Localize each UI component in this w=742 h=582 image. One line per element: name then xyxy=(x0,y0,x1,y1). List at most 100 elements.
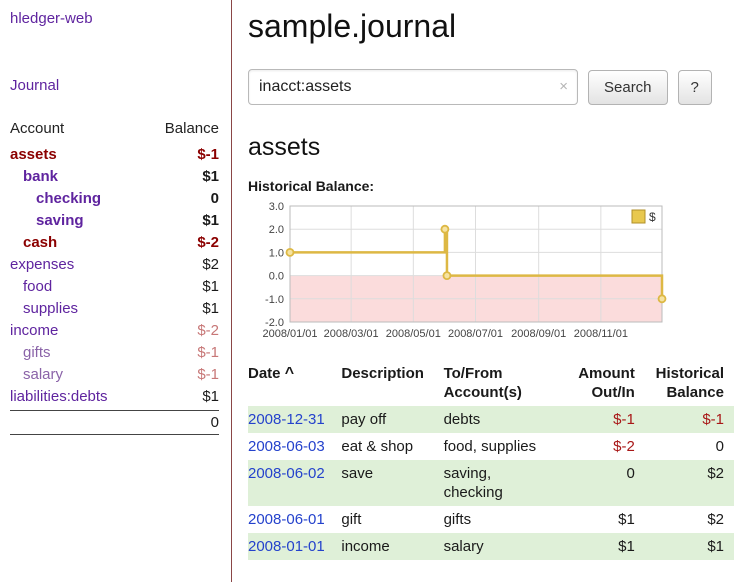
transaction-balance: $2 xyxy=(707,511,724,528)
accounts-col-balance: Balance xyxy=(164,120,219,137)
clear-search-icon[interactable]: × xyxy=(559,78,568,95)
chart-title: Historical Balance: xyxy=(248,178,375,194)
register-header-balance: Historical Balance xyxy=(655,365,724,401)
transaction-date-link[interactable]: 2008-06-03 xyxy=(248,438,325,455)
svg-text:2008/07/01: 2008/07/01 xyxy=(448,328,503,340)
account-balance: $-2 xyxy=(197,321,219,339)
svg-text:$: $ xyxy=(649,210,656,224)
transaction-date-cell: 2008-06-02 xyxy=(248,460,341,506)
transaction-amount: $1 xyxy=(618,511,635,528)
accounts-total-row: 0 xyxy=(10,410,219,435)
svg-text:3.0: 3.0 xyxy=(269,201,284,213)
account-link[interactable]: saving xyxy=(36,211,84,229)
accounts-list: assets $-1 bank $1 checking 0 saving $1 … xyxy=(10,143,219,407)
account-row-saving: saving $1 xyxy=(10,209,219,231)
register-row: 2008-01-01 income salary $1 $1 xyxy=(248,533,734,560)
svg-text:2008/01/01: 2008/01/01 xyxy=(262,328,317,340)
account-row-cash: cash $-2 xyxy=(10,231,219,253)
transaction-amount: 0 xyxy=(626,465,635,482)
transaction-accounts: debts xyxy=(443,411,481,428)
transaction-date-link[interactable]: 2008-01-01 xyxy=(248,538,325,555)
svg-text:2008/05/01: 2008/05/01 xyxy=(386,328,441,340)
register-row: 2008-12-31 pay off debts $-1 $-1 xyxy=(248,406,734,433)
account-row-bank: bank $1 xyxy=(10,165,219,187)
transaction-date-link[interactable]: 2008-12-31 xyxy=(248,411,325,428)
register-header-amount: Amount Out/In xyxy=(578,365,635,401)
svg-text:2008/09/01: 2008/09/01 xyxy=(511,328,566,340)
transaction-description: income xyxy=(341,538,390,555)
account-balance: $-1 xyxy=(197,365,219,383)
transaction-description: pay off xyxy=(341,411,387,428)
account-row-liabilities-debts: liabilities:debts $1 xyxy=(10,385,219,407)
transaction-accounts: salary xyxy=(443,538,484,555)
sidebar: hledger-web Journal Account Balance asse… xyxy=(0,0,232,582)
transaction-date-cell: 2008-01-01 xyxy=(248,533,341,560)
transaction-balance: 0 xyxy=(715,438,724,455)
sort-ascending-icon[interactable]: ^ xyxy=(284,365,295,382)
transaction-balance: $2 xyxy=(707,465,724,482)
search-button[interactable]: Search xyxy=(588,69,668,105)
date-header-label: Date xyxy=(248,365,281,382)
transaction-description: save xyxy=(341,465,374,482)
account-balance: $1 xyxy=(202,167,219,185)
svg-text:2008/11/01: 2008/11/01 xyxy=(574,328,628,340)
sidebar-item-journal[interactable]: Journal xyxy=(10,77,60,94)
svg-text:-2.0: -2.0 xyxy=(265,317,284,329)
account-link[interactable]: gifts xyxy=(23,343,51,361)
transaction-amount: $1 xyxy=(618,538,635,555)
account-link[interactable]: income xyxy=(10,321,59,339)
page-title: sample.journal xyxy=(248,8,457,44)
account-link[interactable]: bank xyxy=(23,167,59,185)
register-header-accounts: To/From Account(s) xyxy=(443,365,522,401)
account-link[interactable]: assets xyxy=(10,145,57,163)
account-link[interactable]: supplies xyxy=(23,299,79,317)
transaction-accounts: saving, checking xyxy=(443,465,503,501)
transaction-amount: $-1 xyxy=(613,411,635,428)
account-balance: $1 xyxy=(202,211,219,229)
account-link[interactable]: salary xyxy=(23,365,64,383)
main-content: sample.journal × Search ? assets Histori… xyxy=(232,0,742,582)
account-link[interactable]: checking xyxy=(36,189,102,207)
transaction-date-link[interactable]: 2008-06-01 xyxy=(248,511,325,528)
account-row-assets: assets $-1 xyxy=(10,143,219,165)
account-link[interactable]: food xyxy=(23,277,53,295)
account-balance: $-1 xyxy=(197,343,219,361)
transaction-balance: $-1 xyxy=(702,411,724,428)
svg-text:1.0: 1.0 xyxy=(269,247,284,259)
search-bar: × Search ? xyxy=(248,69,734,105)
svg-text:0.0: 0.0 xyxy=(269,271,284,283)
account-balance: $1 xyxy=(202,299,219,317)
svg-text:-1.0: -1.0 xyxy=(265,294,284,306)
register-header-description: Description xyxy=(341,365,424,382)
transaction-date-link[interactable]: 2008-06-02 xyxy=(248,465,325,482)
accounts-table-header: Account Balance xyxy=(10,118,219,143)
account-balance: $2 xyxy=(202,255,219,273)
svg-text:2.0: 2.0 xyxy=(269,224,284,236)
account-row-income: income $-2 xyxy=(10,319,219,341)
register-row: 2008-06-02 save saving, checking 0 $2 xyxy=(248,460,734,506)
search-input[interactable] xyxy=(248,69,578,105)
register-table: Date ^ Description To/From Account(s) Am… xyxy=(248,360,734,560)
register-row: 2008-06-01 gift gifts $1 $2 xyxy=(248,506,734,533)
transaction-date-cell: 2008-06-01 xyxy=(248,506,341,533)
account-link[interactable]: cash xyxy=(23,233,58,251)
account-link[interactable]: liabilities:debts xyxy=(10,387,108,405)
svg-text:2008/03/01: 2008/03/01 xyxy=(324,328,379,340)
account-heading: assets xyxy=(248,133,321,161)
brand-link[interactable]: hledger-web xyxy=(10,10,93,27)
register-header-date[interactable]: Date ^ xyxy=(248,360,341,406)
account-row-expenses: expenses $2 xyxy=(10,253,219,275)
account-link[interactable]: expenses xyxy=(10,255,75,273)
accounts-col-account: Account xyxy=(10,120,65,137)
help-button[interactable]: ? xyxy=(677,69,712,105)
transaction-accounts: gifts xyxy=(443,511,472,528)
account-balance: $-2 xyxy=(197,233,219,251)
account-row-gifts: gifts $-1 xyxy=(10,341,219,363)
transaction-date-cell: 2008-06-03 xyxy=(248,433,341,460)
account-row-supplies: supplies $1 xyxy=(10,297,219,319)
transaction-date-cell: 2008-12-31 xyxy=(248,406,341,433)
account-row-checking: checking 0 xyxy=(10,187,219,209)
transaction-amount: $-2 xyxy=(613,438,635,455)
account-balance: $1 xyxy=(202,277,219,295)
